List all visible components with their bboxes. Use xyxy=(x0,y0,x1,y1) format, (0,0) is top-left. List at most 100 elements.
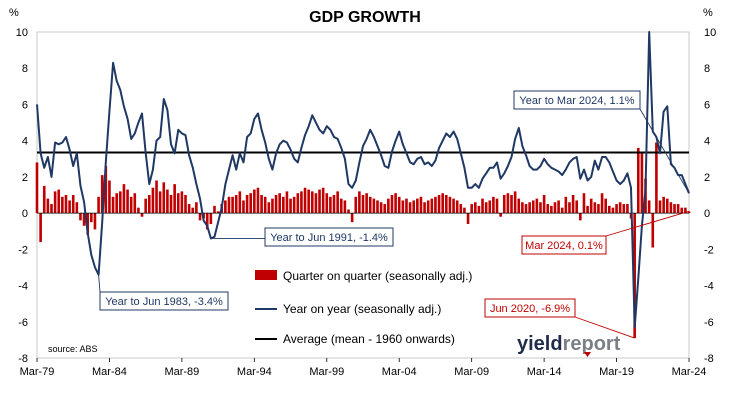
bar xyxy=(115,193,118,214)
bar xyxy=(445,195,448,214)
bar xyxy=(86,213,90,235)
bar xyxy=(405,198,408,214)
y-tick-label-left: -8 xyxy=(18,353,28,365)
y-unit-left: % xyxy=(9,7,19,19)
bar xyxy=(249,193,253,214)
x-tick-label: Mar-94 xyxy=(237,366,272,378)
annotation-leader xyxy=(98,274,101,293)
bar xyxy=(434,196,437,214)
bar xyxy=(256,187,260,214)
bar xyxy=(376,200,379,214)
bar xyxy=(46,198,50,214)
bar xyxy=(224,200,227,214)
bar xyxy=(318,189,321,214)
bar xyxy=(622,204,626,214)
y-tick-label-right: 6 xyxy=(704,99,710,111)
x-axis: Mar-79 Mar-84 Mar-89 Mar-94 Mar-99 Mar-04 Mar-… xyxy=(20,358,706,378)
bar xyxy=(35,162,39,214)
bar xyxy=(329,196,332,214)
bar xyxy=(484,202,488,214)
bar xyxy=(93,213,97,230)
x-tick-label: Mar-84 xyxy=(92,366,127,378)
bar xyxy=(416,198,419,214)
bar xyxy=(184,195,187,214)
bar xyxy=(401,200,405,214)
bar xyxy=(455,200,459,214)
bar xyxy=(604,198,607,214)
bar xyxy=(42,185,46,214)
bar xyxy=(611,207,615,214)
bar xyxy=(144,198,147,214)
logo-marker xyxy=(584,352,591,357)
bar xyxy=(593,202,597,214)
bar xyxy=(499,213,502,217)
yieldreport-logo: yieldreport xyxy=(517,333,621,357)
bar xyxy=(379,202,383,214)
bar xyxy=(300,191,303,214)
bar xyxy=(162,182,166,214)
annotation-label: Year to Jun 1983, -3.4% xyxy=(105,296,223,308)
y-tick-label-right: -4 xyxy=(704,281,714,293)
x-tick-label: Mar-04 xyxy=(382,366,417,378)
annotation-label: Jun 2020, -6.9% xyxy=(490,303,570,315)
bar xyxy=(647,200,651,214)
logo-yield: yield xyxy=(517,333,563,355)
bar xyxy=(61,196,64,214)
bar xyxy=(343,200,347,214)
y-tick-label-left: -6 xyxy=(18,317,28,329)
bar xyxy=(394,193,397,214)
bar xyxy=(234,195,238,214)
bar xyxy=(571,195,575,214)
bar xyxy=(608,205,611,214)
bar xyxy=(263,196,267,214)
bar xyxy=(140,213,144,217)
bar xyxy=(582,193,586,214)
y-tick-label-left: -4 xyxy=(18,281,28,293)
bar xyxy=(684,207,687,214)
bar xyxy=(151,187,155,214)
bar xyxy=(651,213,655,248)
bar xyxy=(245,195,249,214)
bar xyxy=(560,207,564,214)
bar xyxy=(473,202,477,214)
bar xyxy=(126,189,129,214)
bar xyxy=(535,198,539,214)
bar xyxy=(71,195,75,214)
bar xyxy=(64,195,68,214)
y-tick-label-right: 10 xyxy=(704,27,716,39)
y-tick-label-left: 10 xyxy=(16,27,28,39)
bar xyxy=(542,195,546,214)
bar xyxy=(310,191,314,214)
bar xyxy=(339,198,343,214)
bar xyxy=(397,196,401,214)
bar xyxy=(546,204,550,214)
y-tick-label-right: -8 xyxy=(704,353,714,365)
y-tick-label-left: 0 xyxy=(22,208,28,220)
bar xyxy=(253,189,256,214)
bar xyxy=(176,193,180,214)
bar xyxy=(626,204,629,214)
annotation-leader xyxy=(605,210,690,237)
bar xyxy=(665,198,669,214)
bar xyxy=(129,196,133,214)
bar xyxy=(187,204,191,214)
x-tick-label: Mar-79 xyxy=(20,366,55,378)
bar xyxy=(57,189,61,214)
y-tick-label-right: 4 xyxy=(704,136,710,148)
bar xyxy=(557,200,560,214)
bar xyxy=(636,147,640,214)
bar xyxy=(79,213,82,221)
bar xyxy=(673,204,676,214)
annotation-label: Year to Mar 2024, 1.1% xyxy=(519,95,634,107)
annotation-box xyxy=(484,298,576,318)
bar xyxy=(108,180,111,214)
legend-label-average: Average (mean - 1960 onwards) xyxy=(283,332,455,346)
bar xyxy=(307,189,310,214)
y-tick-label-right: -2 xyxy=(704,244,714,256)
bar xyxy=(271,198,274,214)
bar xyxy=(227,196,231,214)
bar xyxy=(680,207,684,214)
bar xyxy=(216,211,220,214)
bar xyxy=(448,196,452,214)
bar xyxy=(278,193,281,214)
